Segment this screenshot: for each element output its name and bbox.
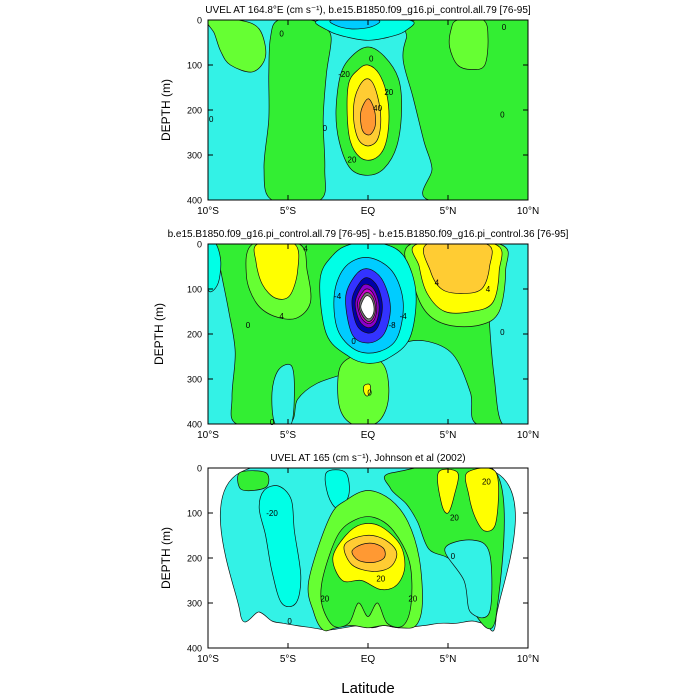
x-tick-label: 10°N <box>517 430 539 441</box>
contour-label: 20 <box>348 156 357 165</box>
contour-label: 4 <box>486 285 491 294</box>
x-axis-title: Latitude <box>341 680 394 697</box>
contour-region-18 <box>360 295 375 320</box>
contour-label: -4 <box>334 292 342 301</box>
y-tick-label: 400 <box>187 644 202 654</box>
y-tick-label: 300 <box>187 375 202 385</box>
contour-label: 0 <box>323 124 328 133</box>
contour-label: 4 <box>279 312 284 321</box>
y-tick-label: 0 <box>197 16 202 26</box>
contour-region-5 <box>208 244 222 293</box>
contour-label: 4 <box>303 245 308 254</box>
contour-label: -20 <box>338 70 350 79</box>
y-tick-label: 100 <box>187 61 202 71</box>
contour-region-7 <box>253 244 300 300</box>
contour-region-8 <box>465 468 499 532</box>
x-tick-label: 10°S <box>197 654 219 665</box>
contour-region-1 <box>263 20 332 200</box>
contour-label: 4 <box>435 278 440 287</box>
x-tick-label: 10°N <box>517 654 539 665</box>
panel-title: UVEL AT 165 (cm s⁻¹), Johnson et al (200… <box>270 453 465 464</box>
y-axis-label: DEPTH (m) <box>159 79 173 141</box>
contour-label: 20 <box>450 514 459 523</box>
x-tick-label: 5°S <box>280 206 297 217</box>
x-tick-label: 10°N <box>517 206 539 217</box>
panel-model-uvel: UVEL AT 164.8°E (cm s⁻¹), b.e15.B1850.f0… <box>159 5 539 218</box>
contour-label: 0 <box>287 617 292 626</box>
x-tick-label: 5°S <box>280 430 297 441</box>
contour-region-13 <box>351 542 386 563</box>
y-tick-label: 300 <box>187 599 202 609</box>
y-tick-label: 400 <box>187 420 202 430</box>
contour-region-6 <box>444 539 493 619</box>
contour-label: 0 <box>369 54 374 63</box>
contour-label: 20 <box>376 574 385 583</box>
y-axis-label: DEPTH (m) <box>152 303 166 365</box>
y-tick-label: 100 <box>187 509 202 519</box>
contour-label: 0 <box>500 328 505 337</box>
x-tick-label: 5°S <box>280 654 297 665</box>
contour-label: 40 <box>373 104 382 113</box>
contour-region-4 <box>448 20 489 70</box>
y-tick-label: 0 <box>197 464 202 474</box>
contour-region-19 <box>363 383 371 397</box>
contour-label: 0 <box>351 337 356 346</box>
contour-label: 0 <box>270 418 275 427</box>
contour-labels: 4 4 4 4 -4 -8 -4 0 0 0 0 0 <box>246 245 505 427</box>
x-tick-label: 5°N <box>440 430 457 441</box>
contour-label: -8 <box>388 321 396 330</box>
y-tick-label: 0 <box>197 240 202 250</box>
contour-region-2 <box>208 20 267 73</box>
contour-label: 20 <box>408 595 417 604</box>
y-tick-label: 300 <box>187 151 202 161</box>
contour-label: 20 <box>384 88 393 97</box>
x-tick-label: EQ <box>361 206 376 217</box>
contour-region-7 <box>437 468 459 514</box>
y-tick-label: 400 <box>187 196 202 206</box>
contour-region-2 <box>258 485 302 608</box>
contour-label: 0 <box>500 111 505 120</box>
contour-label: 0 <box>209 115 214 124</box>
y-tick-label: 200 <box>187 330 202 340</box>
y-tick-label: 100 <box>187 285 202 295</box>
x-tick-label: 5°N <box>440 206 457 217</box>
x-tick-label: EQ <box>361 654 376 665</box>
contour-label: 0 <box>246 321 251 330</box>
contour-label: 0 <box>502 23 507 32</box>
contour-region-6 <box>329 20 381 30</box>
contour-labels: 20 20 0 20 20 20 0 -20 <box>266 478 491 627</box>
y-tick-label: 200 <box>187 106 202 116</box>
contour-label: 20 <box>320 595 329 604</box>
contour-label: 20 <box>482 478 491 487</box>
contour-region-4 <box>237 470 270 492</box>
contour-label: -4 <box>400 312 408 321</box>
panel-title: b.e15.B1850.f09_g16.pi_control.all.79 [7… <box>168 229 569 240</box>
y-axis-label: DEPTH (m) <box>159 527 173 589</box>
contour-field <box>208 20 528 200</box>
contour-label: 0 <box>367 389 372 398</box>
x-tick-label: 10°S <box>197 206 219 217</box>
contour-label: 0 <box>279 30 284 39</box>
panel-observations: UVEL AT 165 (cm s⁻¹), Johnson et al (200… <box>159 453 539 665</box>
contour-label: -20 <box>266 509 278 518</box>
contour-region-10 <box>360 98 376 136</box>
y-tick-label: 200 <box>187 554 202 564</box>
contour-region-3 <box>402 20 528 200</box>
panel-difference: b.e15.B1850.f09_g16.pi_control.all.79 [7… <box>152 229 569 441</box>
contour-field <box>208 244 528 424</box>
contour-label: 0 <box>451 552 456 561</box>
x-tick-label: 10°S <box>197 430 219 441</box>
contour-field <box>208 468 528 648</box>
panel-title: UVEL AT 164.8°E (cm s⁻¹), b.e15.B1850.f0… <box>205 5 531 16</box>
contour-region-2 <box>271 363 295 424</box>
contour-region-10 <box>423 244 493 294</box>
x-tick-label: 5°N <box>440 654 457 665</box>
x-tick-label: EQ <box>361 430 376 441</box>
